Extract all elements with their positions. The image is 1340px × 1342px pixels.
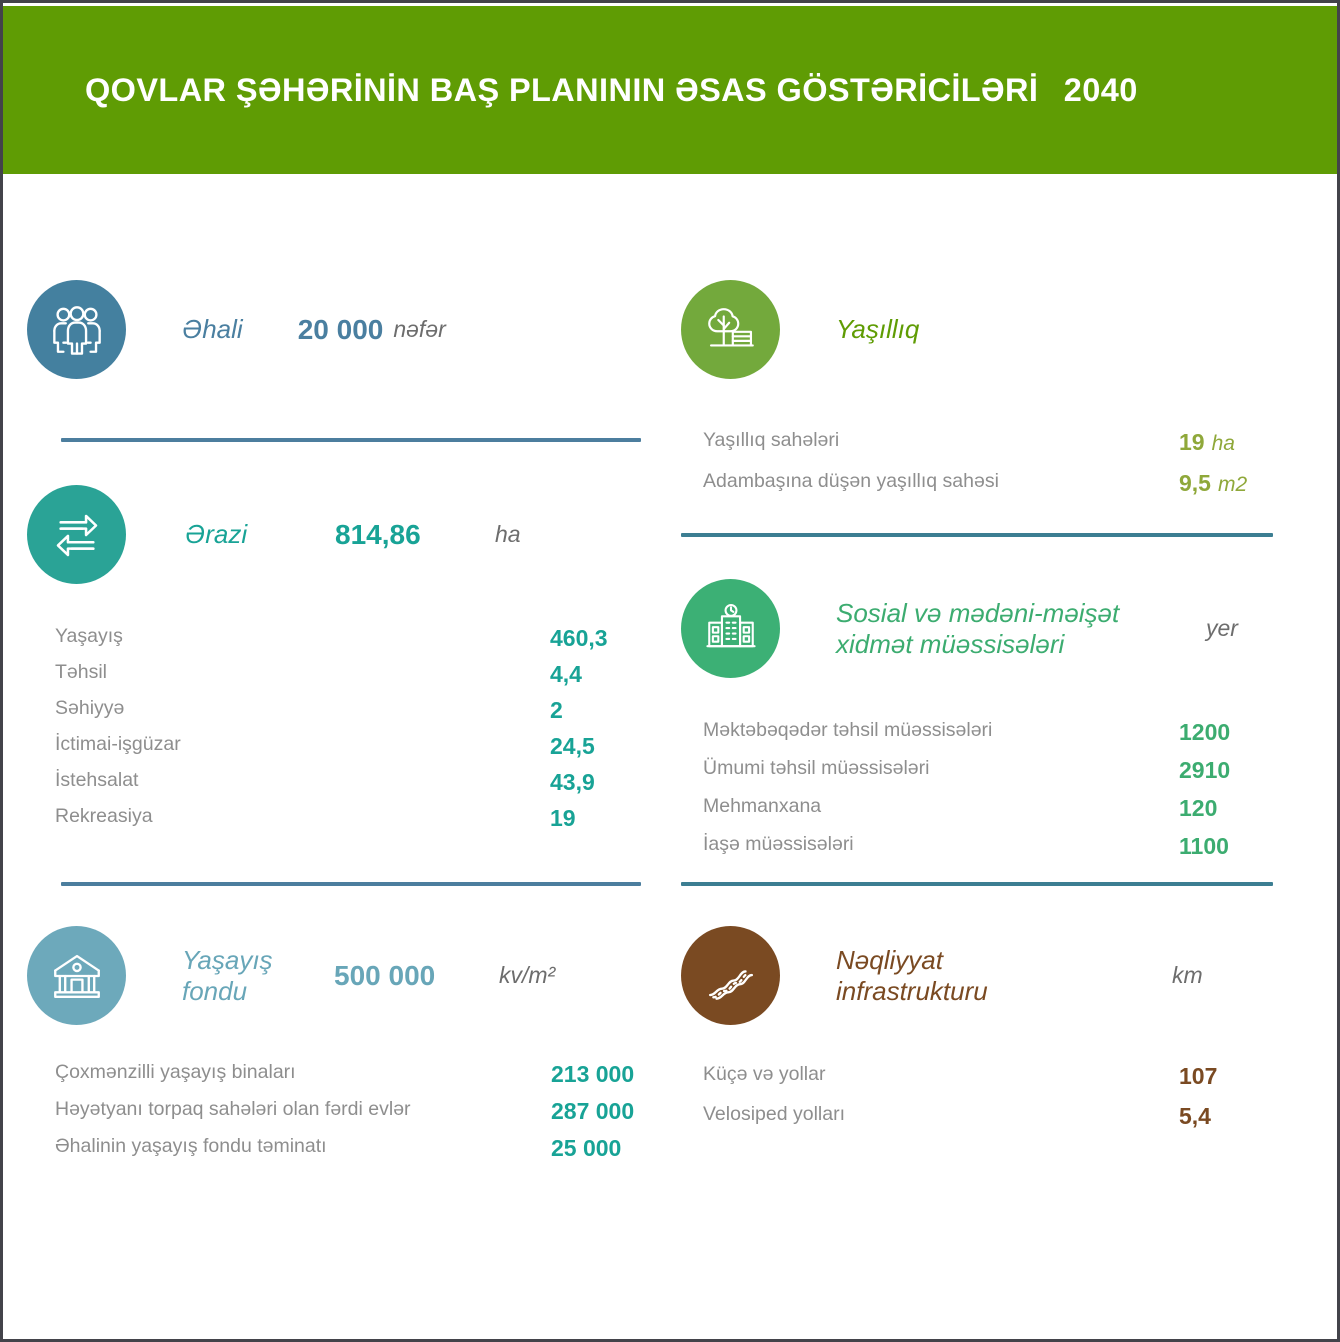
three-people-icon	[27, 280, 126, 379]
table-row: Məktəbəqədər təhsil müəssisələri 1200	[703, 719, 1283, 757]
table-row: Rekreasiya 19	[55, 805, 643, 841]
row-label: Əhalinin yaşayış fondu təminatı	[55, 1135, 327, 1157]
page-header: QOVLAR ŞƏHƏRİNİN BAŞ PLANININ ƏSAS GÖSTƏ…	[3, 6, 1337, 174]
section-housing-fund-title: Yaşayış fondu	[182, 945, 273, 1006]
table-row: Velosiped yolları 5,4	[703, 1103, 1283, 1143]
row-value: 1100	[1179, 833, 1229, 859]
table-row: Həyətyanı torpaq sahələri olan fərdi evl…	[55, 1098, 655, 1135]
section-social-services: Sosial və mədəni-məişət xidmət müəssisəl…	[681, 579, 1238, 678]
section-housing-fund: Yaşayış fondu 500 000 kv/m²	[27, 926, 555, 1025]
page-title-year: 2040	[1063, 71, 1138, 108]
row-value-number: 9,5	[1179, 470, 1211, 496]
row-value: 43,9	[550, 769, 595, 795]
transport-row-list: Küçə və yollar 107 Velosiped yolları 5,4	[703, 1063, 1283, 1143]
greenery-row-list: Yaşıllıq sahələri 19 ha Adambaşına düşən …	[703, 429, 1273, 511]
section-territory: Ərazi 814,86 ha	[27, 485, 521, 584]
row-label: Küçə və yollar	[703, 1063, 826, 1085]
house-columns-icon	[27, 926, 126, 1025]
row-value: 120	[1179, 795, 1218, 821]
section-territory-value: 814,86	[335, 518, 421, 550]
section-social-services-title: Sosial və mədəni-məişət xidmət müəssisəl…	[836, 598, 1120, 659]
table-row: Yaşayış 460,3	[55, 625, 643, 661]
table-row: İctimai-işgüzar 24,5	[55, 733, 643, 769]
row-value-number: 19	[1179, 429, 1205, 455]
row-value: 25 000	[551, 1135, 622, 1161]
two-way-arrows-icon	[27, 485, 126, 584]
table-row: Adambaşına düşən yaşıllıq sahəsi 9,5 m2	[703, 470, 1273, 511]
row-value: 24,5	[550, 733, 595, 759]
row-value: 213 000	[551, 1061, 635, 1087]
housing-row-list: Çoxmənzilli yaşayış binaları 213 000 Həy…	[55, 1061, 655, 1172]
page-title-rest: ŞƏHƏRİNİN BAŞ PLANININ ƏSAS GÖSTƏRİCİLƏR…	[235, 71, 1039, 108]
section-population: Əhali 20 000 nəfər	[27, 280, 446, 379]
row-label: Adambaşına düşən yaşıllıq sahəsi	[703, 470, 999, 492]
table-row: Ümumi təhsil müəssisələri 2910	[703, 757, 1283, 795]
section-territory-unit: ha	[495, 521, 521, 547]
section-greenery: Yaşıllıq	[681, 280, 919, 379]
territory-row-list: Yaşayış 460,3 Təhsil 4,4 Səhiyyə 2 İctim…	[55, 625, 643, 841]
row-value: 107	[1179, 1063, 1218, 1089]
section-greenery-title: Yaşıllıq	[836, 314, 920, 345]
row-value: 4,4	[550, 661, 582, 687]
row-label: Velosiped yolları	[703, 1103, 846, 1125]
social-row-list: Məktəbəqədər təhsil müəssisələri 1200 Üm…	[703, 719, 1283, 871]
row-value-unit: m2	[1217, 473, 1248, 496]
page-title-brand: QOVLAR	[85, 71, 227, 108]
row-label: Səhiyyə	[55, 697, 125, 719]
buildings-clock-icon	[681, 579, 780, 678]
row-value-unit: ha	[1211, 432, 1235, 455]
section-population-value: 20 000	[297, 313, 384, 345]
winding-road-icon	[681, 926, 780, 1025]
row-label: Rekreasiya	[55, 805, 153, 827]
table-row: İstehsalat 43,9	[55, 769, 643, 805]
table-row: Yaşıllıq sahələri 19 ha	[703, 429, 1273, 470]
table-row: Əhalinin yaşayış fondu təminatı 25 000	[55, 1135, 655, 1172]
row-value: 1200	[1179, 719, 1231, 745]
section-population-title: Əhali	[182, 314, 243, 345]
section-transport: Nəqliyyat infrastrukturu km	[681, 926, 1203, 1025]
table-row: Təhsil 4,4	[55, 661, 643, 697]
divider-left-1	[61, 438, 641, 442]
row-value: 460,3	[550, 625, 608, 651]
section-territory-title: Ərazi	[185, 519, 248, 550]
table-row: Mehmanxana 120	[703, 795, 1283, 833]
row-label: Həyətyanı torpaq sahələri olan fərdi evl…	[55, 1098, 411, 1120]
tree-bench-icon	[681, 280, 780, 379]
row-value: 287 000	[551, 1098, 635, 1124]
row-label: İaşə müəssisələri	[703, 833, 854, 855]
table-row: Səhiyyə 2	[55, 697, 643, 733]
divider-right-2	[681, 882, 1273, 886]
row-value: 19	[550, 805, 576, 831]
row-value: 9,5 m2	[1179, 470, 1247, 497]
section-transport-unit: km	[1172, 962, 1203, 988]
row-value: 5,4	[1179, 1103, 1211, 1129]
section-housing-fund-value: 500 000	[334, 959, 436, 991]
divider-right-1	[681, 533, 1273, 537]
row-label: Ümumi təhsil müəssisələri	[703, 757, 930, 779]
row-label: Yaşayış	[55, 625, 123, 647]
table-row: Çoxmənzilli yaşayış binaları 213 000	[55, 1061, 655, 1098]
section-housing-fund-unit: kv/m²	[499, 962, 556, 988]
row-label: Çoxmənzilli yaşayış binaları	[55, 1061, 296, 1083]
row-label: Yaşıllıq sahələri	[703, 429, 840, 451]
row-value: 19 ha	[1179, 429, 1235, 456]
row-label: Təhsil	[55, 661, 108, 683]
row-label: Məktəbəqədər təhsil müəssisələri	[703, 719, 993, 741]
section-population-unit: nəfər	[393, 316, 446, 342]
divider-left-2	[61, 882, 641, 886]
page-title: QOVLAR ŞƏHƏRİNİN BAŞ PLANININ ƏSAS GÖSTƏ…	[85, 72, 1138, 109]
row-label: İctimai-işgüzar	[55, 733, 181, 755]
row-label: Mehmanxana	[703, 795, 822, 817]
table-row: Küçə və yollar 107	[703, 1063, 1283, 1103]
row-label: İstehsalat	[55, 769, 139, 791]
section-transport-title: Nəqliyyat infrastrukturu	[836, 945, 988, 1006]
row-value: 2	[550, 697, 563, 723]
table-row: İaşə müəssisələri 1100	[703, 833, 1283, 871]
section-social-services-unit: yer	[1206, 615, 1238, 641]
row-value: 2910	[1179, 757, 1231, 783]
